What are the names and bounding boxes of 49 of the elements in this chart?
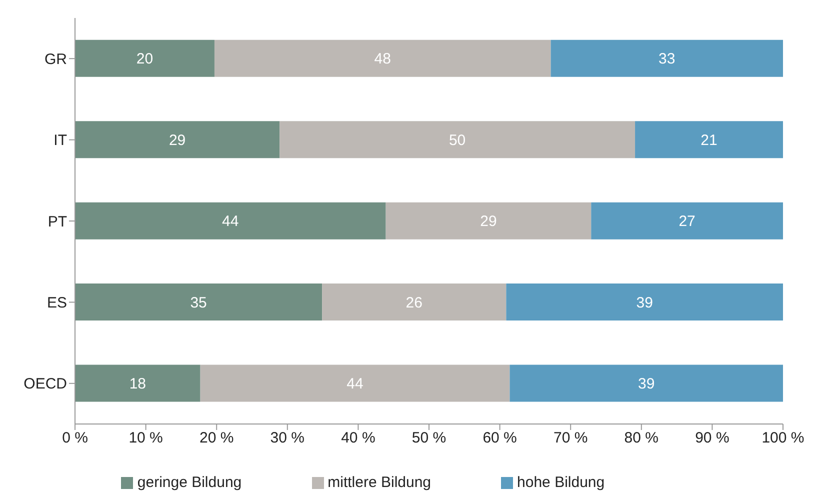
bar — [75, 364, 200, 402]
data-label: 21 — [700, 132, 718, 149]
data-label: 33 — [658, 50, 676, 68]
bar — [635, 121, 783, 158]
x-tick-label: 100 % — [762, 430, 804, 447]
data-label: 29 — [168, 132, 186, 149]
legend-label: geringe Bildung — [137, 474, 242, 491]
bar — [280, 121, 636, 158]
data-label: 39 — [638, 376, 655, 393]
bar — [550, 40, 783, 77]
x-tick-label: 70 % — [554, 430, 588, 447]
x-tick-label: 50 % — [412, 430, 446, 447]
x-tick-label: 80 % — [624, 430, 658, 447]
x-tick-label: 10 % — [128, 430, 163, 447]
y-tick-label: OECD — [24, 376, 68, 393]
data-label: 44 — [222, 213, 239, 230]
x-tick-label: 20 % — [200, 430, 234, 447]
bar — [200, 364, 510, 402]
x-tick-label: 40 % — [341, 430, 376, 447]
x-tick-label: 0 % — [62, 430, 88, 447]
bar — [75, 40, 214, 77]
bar — [591, 202, 783, 240]
bar — [386, 202, 592, 240]
bar — [75, 121, 280, 158]
bar — [506, 284, 783, 321]
data-label: 35 — [190, 294, 207, 312]
data-label: 39 — [636, 294, 653, 312]
data-label: 50 — [448, 132, 466, 149]
y-tick-label: IT — [54, 132, 67, 150]
legend-label: mittlere Bildung — [328, 474, 432, 491]
bar — [322, 284, 506, 321]
data-label: 26 — [406, 294, 422, 312]
legend-label: hohe Bildung — [517, 474, 605, 491]
x-tick-label: 60 % — [482, 430, 517, 447]
data-label: 44 — [346, 376, 364, 393]
y-tick-label: GR — [44, 50, 68, 68]
bar — [75, 284, 322, 321]
bar — [75, 202, 386, 240]
x-tick-label: 30 % — [270, 430, 304, 447]
y-tick-label: ES — [46, 294, 67, 312]
bar — [214, 40, 551, 77]
data-label: 18 — [129, 376, 146, 393]
bar — [510, 364, 783, 402]
data-label: 29 — [480, 213, 497, 230]
x-tick-label: 90 % — [695, 430, 730, 447]
data-label: 20 — [136, 50, 154, 68]
data-label: 27 — [678, 213, 696, 230]
data-label: 48 — [374, 50, 391, 68]
y-tick-label: PT — [48, 213, 67, 230]
